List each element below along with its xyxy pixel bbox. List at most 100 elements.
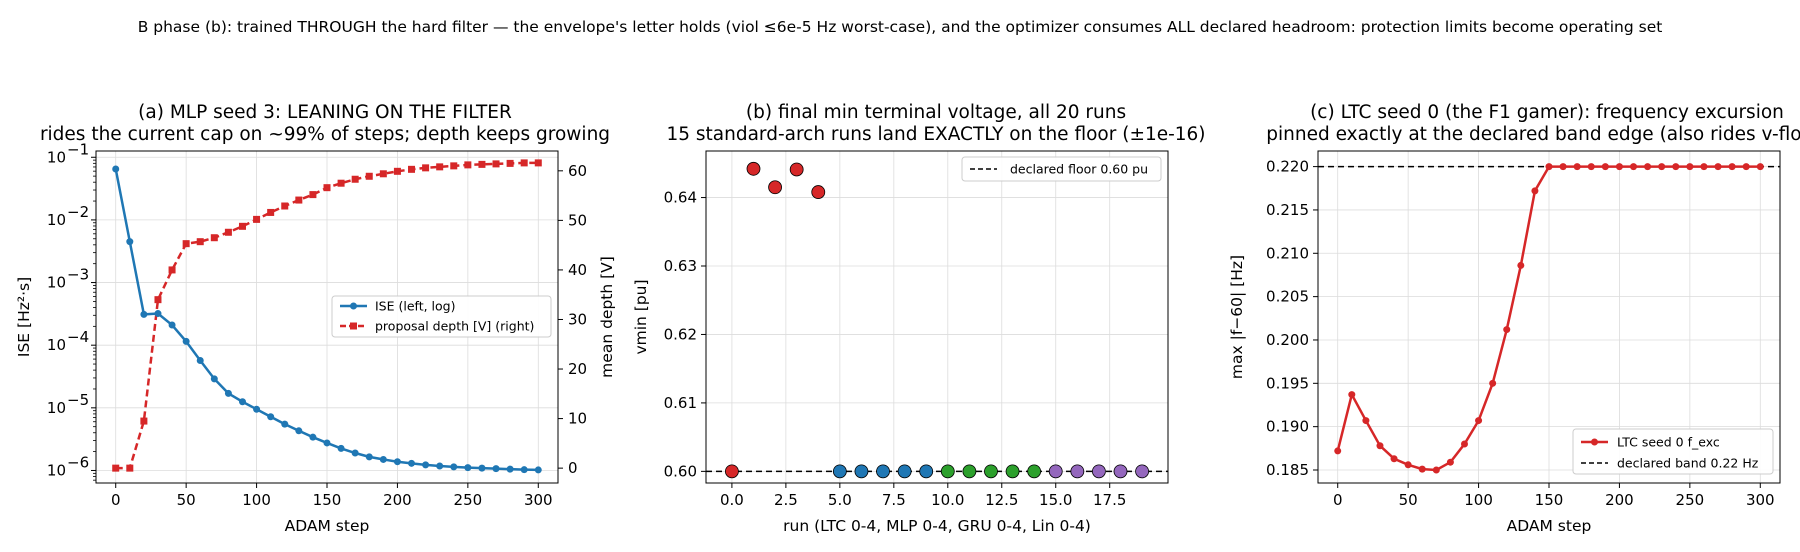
panel-c-fexc-point [1700,163,1708,171]
panel-c-fexc-point [1615,163,1623,171]
panel-a-ise-point [210,375,218,383]
panel-b-xlabel: run (LTC 0-4, MLP 0-4, GRU 0-4, Lin 0-4) [783,517,1091,535]
panel-c-fexc-point [1418,465,1426,473]
panel-a-depth-point [168,266,176,274]
panel-a-depth-point [534,159,542,167]
panel-a-ise-point [154,310,162,318]
panel-c-fexc-point [1460,440,1468,448]
panel-c-fexc-point [1728,163,1736,171]
panel-a-ytick-right-label: 30 [568,310,587,328]
panel-a-ise-point [140,310,148,318]
panel-c-xlabel: ADAM step [1507,517,1592,535]
panel-a-depth-point [295,196,303,204]
panel-b-xtick-label: 10.0 [931,491,964,509]
panel-a-depth-point [182,240,190,248]
panel-c-fexc-point [1489,379,1497,387]
panel-b-run-point [854,464,869,479]
panel-c-fexc-point [1686,163,1694,171]
panel-a-ise-point [520,466,528,474]
panel-c-ytick-label: 0.210 [1266,244,1309,262]
panel-a-ytick-left-label: 10 [47,399,66,417]
panel-a-depth-point [126,464,134,472]
panel-b-run-point [1113,464,1128,479]
panel-a-depth-point [224,228,232,236]
panel-a-ytick-left-label: 10 [47,211,66,229]
panel-a-depth-point [309,191,317,199]
panel-a-ise-point [224,389,232,397]
panel-c-xtick-label: 100 [1464,491,1493,509]
panel-c-fexc-point [1601,163,1609,171]
panel-a-ise-point [309,433,317,441]
panel-c-fexc-point [1503,326,1511,334]
panel-c-ylabel: max |f−60| [Hz] [1228,255,1246,379]
panel-a-depth-point [450,162,458,170]
panel-c-legend-band: declared band 0.22 Hz [1617,456,1759,471]
panel-b-run-point [984,464,998,479]
panel-c-ytick-label: 0.205 [1266,288,1309,306]
panel-b-run-point [768,180,782,195]
panel-a-depth-point [422,164,430,172]
panel-c-fexc-point [1658,163,1666,171]
panel-b-xtick-label: 7.5 [882,491,906,509]
panel-b-ylabel: vmin [pu] [632,279,650,354]
panel-b-run-point [746,161,761,176]
panel-c-fexc-point [1630,163,1638,171]
panel-c-fexc-point [1742,163,1750,171]
panel-c-title-line1: (c) LTC seed 0 (the F1 gamer): frequency… [1310,102,1784,123]
panel-a-legend-ise: ISE (left, log) [375,299,456,314]
panel-a-ytick-left-exponent: −1 [67,140,89,158]
panel-b-run-point [1048,464,1063,479]
panel-a-ytick-right-label: 40 [568,261,587,279]
panel-a-ise-point [506,465,514,473]
panel-a-xtick-label: 0 [111,491,121,509]
panel-c-ytick-label: 0.185 [1266,461,1309,479]
panel-a-ise-point [323,439,331,447]
panel-a-depth-point [408,165,416,173]
panel-b-run-point [1005,464,1020,479]
panel-c-fexc-point [1517,261,1525,269]
panel-c-ytick-label: 0.200 [1266,331,1309,349]
panel-b-run-point [832,464,847,479]
panel-b-run-point [725,464,739,479]
panel-a-ytick-left-exponent: −6 [67,453,89,471]
panel-a-ise-point [464,464,472,472]
panel-a-depth-point [436,163,444,171]
panel-c-fexc-point [1531,187,1539,195]
panel-b-legend-floor: declared floor 0.60 pu [1010,162,1148,177]
panel-b-run-point [1070,464,1085,479]
panel-a-xlabel: ADAM step [285,517,370,535]
panel-c-xtick-label: 0 [1333,491,1343,509]
panel-c-fexc-point [1559,163,1567,171]
panel-a-ytick-left-exponent: −5 [67,391,89,409]
panel-a-depth-point [478,160,486,168]
panel-b-run-point [1092,464,1106,479]
panel-c-ytick-label: 0.190 [1266,418,1309,436]
panel-a-ytick-right-label: 0 [568,459,578,477]
panel-b-title-line1: (b) final min terminal voltage, all 20 r… [746,102,1126,123]
panel-b-xtick-label: 0.0 [720,491,744,509]
panel-a-ytick-left-exponent: −2 [67,203,89,221]
panel-b-run-point [1135,464,1149,479]
panel-c-fexc-point [1587,163,1595,171]
panel-a-depth-point [351,175,359,183]
panel-a-ise-point [337,444,345,452]
panel-a-depth-point [379,170,387,178]
panel-c-fexc-point [1644,163,1652,171]
panel-a-ise-point [478,464,486,472]
panel-c-xtick-label: 250 [1676,491,1705,509]
panel-b-frame [705,150,1169,484]
panel-a-ytick-left-label: 10 [47,336,66,354]
panel-b: (b) final min terminal voltage, all 20 r… [632,102,1206,535]
panel-a-ytick-left-exponent: −4 [67,328,89,346]
panel-a-depth-point [140,417,148,425]
panel-a-ise-point [436,462,444,470]
panel-a-ise-point [238,398,246,406]
panel-a-ise-point [112,165,120,173]
panel-c-frame [1317,150,1781,484]
panel-b-run-point [789,162,804,177]
panel-c-legend-fexc: LTC seed 0 f_exc [1617,435,1720,450]
panel-a-ytick-right-label: 50 [568,211,587,229]
panel-a-ise-point [365,453,373,461]
panel-c-fexc-point [1573,163,1581,171]
